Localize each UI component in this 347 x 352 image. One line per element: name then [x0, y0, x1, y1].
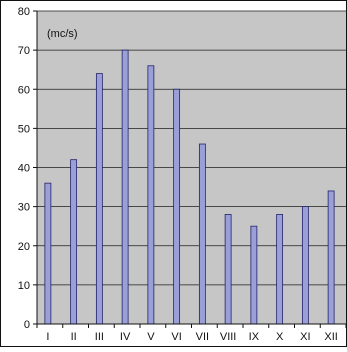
x-tick-label: VII — [196, 331, 209, 343]
unit-label: (mc/s) — [47, 28, 78, 40]
x-tick-label: V — [147, 331, 155, 343]
y-tick-label: 20 — [18, 241, 30, 253]
x-tick-label: X — [276, 331, 284, 343]
y-tick-label: 40 — [18, 163, 30, 175]
bar-XI — [301, 206, 309, 325]
x-tick-label: VIII — [220, 331, 237, 343]
y-tick-label: 0 — [24, 319, 30, 331]
bar-III — [95, 73, 103, 325]
x-tick-label: XI — [300, 331, 310, 343]
bar-II — [70, 159, 78, 325]
x-tick-label: III — [95, 331, 104, 343]
bar-XII — [327, 190, 335, 325]
bar-V — [147, 65, 155, 325]
y-ticks: 0 10 20 30 40 50 60 70 80 — [18, 6, 37, 331]
bar-IV — [121, 49, 129, 325]
x-tick-label: IX — [249, 331, 260, 343]
bar-X — [276, 214, 284, 325]
bar-I — [44, 182, 52, 325]
bar-VI — [173, 88, 181, 325]
x-tick-label: VI — [171, 331, 181, 343]
bar-IX — [250, 225, 258, 325]
y-tick-label: 10 — [18, 280, 30, 292]
x-tick-label: XII — [324, 331, 337, 343]
gridlines — [37, 10, 346, 286]
y-tick-label: 70 — [18, 45, 30, 57]
y-tick-label: 80 — [18, 6, 30, 18]
y-tick-label: 60 — [18, 84, 30, 96]
bar-VII — [198, 143, 206, 325]
y-tick-label: 30 — [18, 202, 30, 214]
bars — [44, 49, 335, 325]
x-ticks: I II III IV V VI VII VIII IX X XI XII — [36, 324, 347, 343]
x-tick-label: II — [71, 331, 77, 343]
x-tick-label: IV — [120, 331, 131, 343]
x-tick-label: I — [46, 331, 49, 343]
bar-VIII — [224, 214, 232, 325]
y-tick-label: 50 — [18, 123, 30, 135]
